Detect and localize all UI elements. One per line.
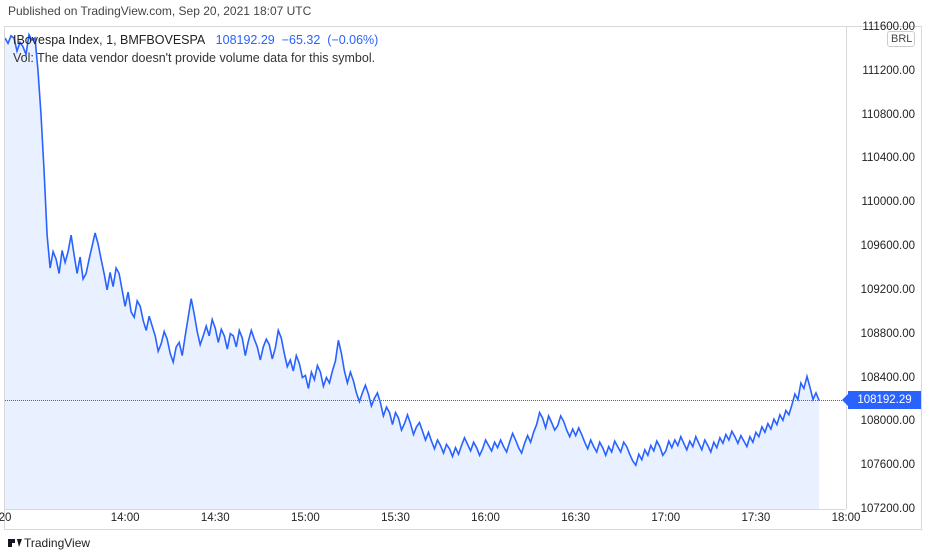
tradingview-logo: TradingView — [8, 535, 90, 550]
current-price-line — [5, 400, 846, 401]
change-absolute: −65.32 — [282, 33, 321, 47]
x-axis: 2014:0014:3015:0015:3016:0016:3017:0017:… — [5, 509, 846, 529]
y-tick: 108400.00 — [861, 372, 915, 384]
y-tick: 110400.00 — [861, 152, 915, 164]
x-tick: 17:00 — [651, 512, 680, 524]
x-tick: 15:30 — [381, 512, 410, 524]
last-value: 108192.29 — [216, 33, 275, 47]
x-tick: 16:30 — [561, 512, 590, 524]
change-percent: (−0.06%) — [327, 33, 378, 47]
chart-info-row: IBovespa Index, 1, BMFBOVESPA 108192.29 … — [13, 33, 378, 47]
chart-plot-area[interactable]: IBovespa Index, 1, BMFBOVESPA 108192.29 … — [5, 27, 846, 509]
x-tick: 15:00 — [291, 512, 320, 524]
x-tick: 18:00 — [832, 512, 861, 524]
y-axis: BRL 108192.29 111600.00111200.00110800.0… — [846, 27, 921, 509]
y-tick: 111600.00 — [862, 21, 915, 33]
y-tick: 111200.00 — [862, 65, 915, 77]
x-tick: 14:00 — [111, 512, 140, 524]
exchange: BMFBOVESPA — [120, 33, 205, 47]
y-tick: 107600.00 — [861, 459, 915, 471]
x-tick: 20 — [0, 512, 11, 524]
y-tick: 109200.00 — [861, 284, 915, 296]
publish-header: Published on TradingView.com, Sep 20, 20… — [0, 0, 926, 22]
currency-badge: BRL — [887, 31, 915, 47]
symbol-name: IBovespa Index — [13, 33, 99, 47]
x-tick: 17:30 — [742, 512, 771, 524]
y-tick: 110800.00 — [861, 109, 915, 121]
chart-line — [5, 27, 846, 509]
y-tick: 109600.00 — [861, 240, 915, 252]
y-tick: 108000.00 — [861, 415, 915, 427]
y-tick: 108800.00 — [861, 328, 915, 340]
y-tick: 107200.00 — [861, 503, 915, 515]
y-tick: 110000.00 — [861, 196, 915, 208]
volume-info: Vol: The data vendor doesn't provide vol… — [13, 51, 375, 65]
x-tick: 16:00 — [471, 512, 500, 524]
price-tag: 108192.29 — [848, 391, 921, 409]
tradingview-icon — [8, 535, 22, 549]
chart-container: IBovespa Index, 1, BMFBOVESPA 108192.29 … — [4, 26, 922, 530]
x-tick: 14:30 — [201, 512, 230, 524]
logo-text: TradingView — [24, 536, 90, 550]
